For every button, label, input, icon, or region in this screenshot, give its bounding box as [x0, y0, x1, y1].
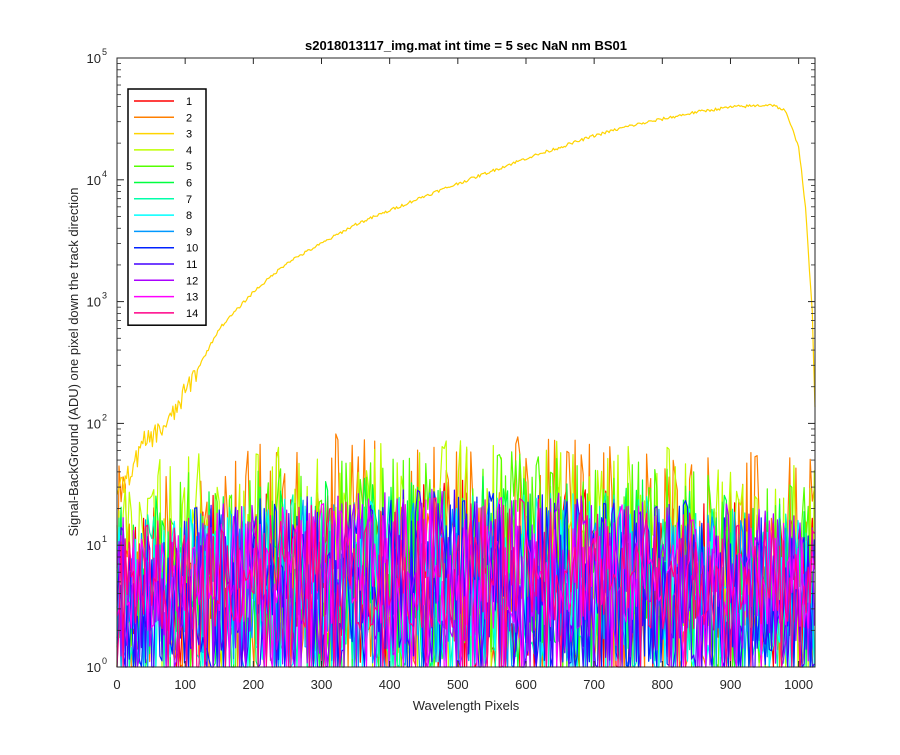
- series-line-13: [116, 496, 815, 668]
- legend-box: [127, 88, 207, 326]
- y-tick-exponent: 5: [102, 47, 107, 57]
- legend-label: 1: [186, 96, 192, 108]
- x-axis: 0 100 200 300 400 500 600 700 800 900 1000: [113, 58, 813, 692]
- x-tick-label: 900: [720, 677, 742, 692]
- legend-label: 5: [186, 161, 192, 173]
- y-tick-exponent: 1: [102, 534, 107, 544]
- legend-label: 13: [186, 292, 198, 304]
- y-tick-label: 10: [87, 416, 101, 431]
- legend-label: 3: [186, 129, 192, 141]
- y-tick-label: 10: [87, 51, 101, 66]
- y-tick-exponent: 2: [102, 412, 107, 422]
- legend-label: 10: [186, 243, 198, 255]
- plot-area: [116, 57, 816, 668]
- legend-label: 4: [186, 145, 192, 157]
- legend-label: 8: [186, 210, 192, 222]
- x-tick-label: 1000: [784, 677, 813, 692]
- legend-label: 9: [186, 226, 192, 238]
- legend-label: 11: [186, 259, 197, 271]
- x-tick-label: 600: [515, 677, 537, 692]
- y-tick-label: 10: [87, 660, 101, 675]
- x-tick-label: 100: [174, 677, 196, 692]
- y-tick-label: 10: [87, 538, 101, 553]
- x-tick-label: 200: [242, 677, 264, 692]
- x-tick-label: 300: [311, 677, 333, 692]
- x-tick-label: 800: [651, 677, 673, 692]
- y-tick-label: 10: [87, 295, 101, 310]
- x-axis-label: Wavelength Pixels: [413, 698, 520, 713]
- series-line-14: [116, 497, 815, 668]
- y-tick-exponent: 3: [102, 291, 107, 301]
- legend-label: 2: [186, 112, 192, 124]
- y-axis-label: Signal-BackGround (ADU) one pixel down t…: [66, 187, 81, 536]
- legend-label: 7: [186, 194, 192, 206]
- axes-frame: [116, 57, 816, 668]
- chart-title: s2018013117_img.mat int time = 5 sec NaN…: [305, 38, 627, 53]
- series-line-3: [116, 103, 816, 496]
- legend-label: 12: [186, 275, 198, 287]
- y-tick-label: 10: [87, 173, 101, 188]
- x-tick-label: 700: [583, 677, 605, 692]
- y-tick-exponent: 0: [102, 656, 107, 666]
- y-tick-exponent: 4: [102, 169, 107, 179]
- x-tick-label: 500: [447, 677, 469, 692]
- legend-label: 14: [186, 308, 198, 320]
- x-tick-label: 0: [113, 677, 120, 692]
- x-tick-label: 400: [379, 677, 401, 692]
- legend-label: 6: [186, 178, 192, 190]
